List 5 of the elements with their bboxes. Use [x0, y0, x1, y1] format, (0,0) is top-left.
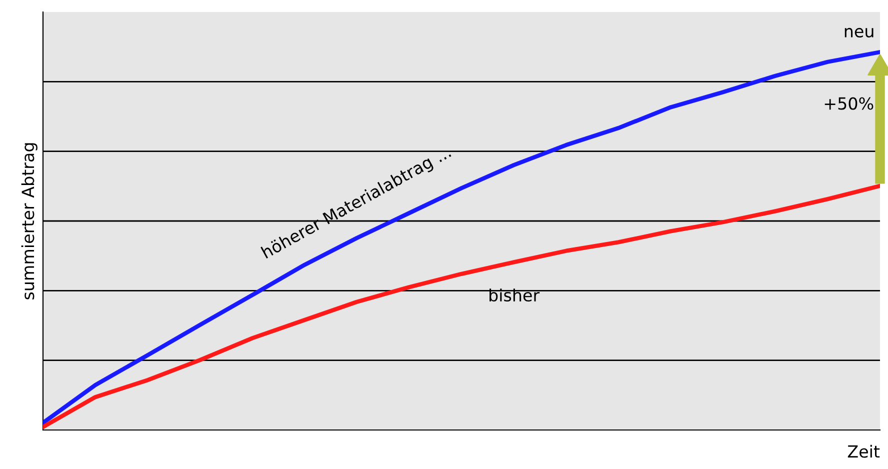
annotation: +50% [824, 97, 874, 110]
series-label: neu [844, 28, 874, 38]
x-axis-title: Zeit [848, 444, 880, 458]
y-axis-title: summierter Abtrag [21, 143, 38, 300]
series-label: bisher [490, 288, 540, 302]
